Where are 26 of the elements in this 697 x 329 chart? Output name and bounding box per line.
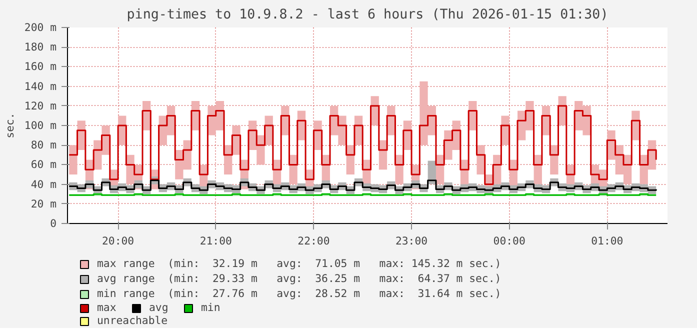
y-tick-label: 40 m bbox=[30, 178, 57, 191]
x-tick-label: 21:00 bbox=[200, 234, 232, 248]
x-tick-label: 22:00 bbox=[298, 234, 330, 248]
x-tick-label: 20:00 bbox=[102, 234, 134, 248]
legend-label: avg bbox=[149, 301, 169, 314]
y-tick-label: 180 m bbox=[24, 40, 56, 54]
chart-title: ping-times to 10.9.8.2 - last 6 hours (Thu 2026-01-15 01:30) bbox=[126, 8, 608, 22]
y-axis-title: sec. bbox=[3, 112, 16, 138]
x-tick-label: 23:00 bbox=[395, 234, 428, 248]
y-tick-label: 100 m bbox=[24, 119, 56, 132]
x-tick-label: 01:00 bbox=[591, 234, 624, 248]
x-tick-label: 00:00 bbox=[493, 234, 526, 248]
y-tick-label: 120 m bbox=[24, 99, 56, 112]
legend-label: min bbox=[201, 301, 221, 314]
text: avg range (min: 29.33 m avg: 36.25 m max: 64.37 m sec.) bbox=[97, 272, 502, 285]
y-tick-label: 200 m bbox=[24, 21, 56, 34]
legend-label: unreachable bbox=[97, 314, 168, 327]
y-tick-label: 80 m bbox=[30, 138, 57, 152]
y-tick-label: 20 m bbox=[30, 197, 57, 210]
y-tick-label: 140 m bbox=[24, 80, 56, 93]
text: min range (min: 27.76 m avg: 28.52 m max: 31.64 m sec.) bbox=[97, 287, 502, 300]
text: max range (min: 32.19 m avg: 71.05 m max: 145.32 m sec.) bbox=[97, 257, 502, 270]
y-tick-label: 0 bbox=[50, 217, 57, 230]
y-tick-label: 160 m bbox=[24, 60, 56, 74]
legend-label: max bbox=[97, 301, 117, 314]
y-tick-label: 60 m bbox=[30, 158, 57, 172]
